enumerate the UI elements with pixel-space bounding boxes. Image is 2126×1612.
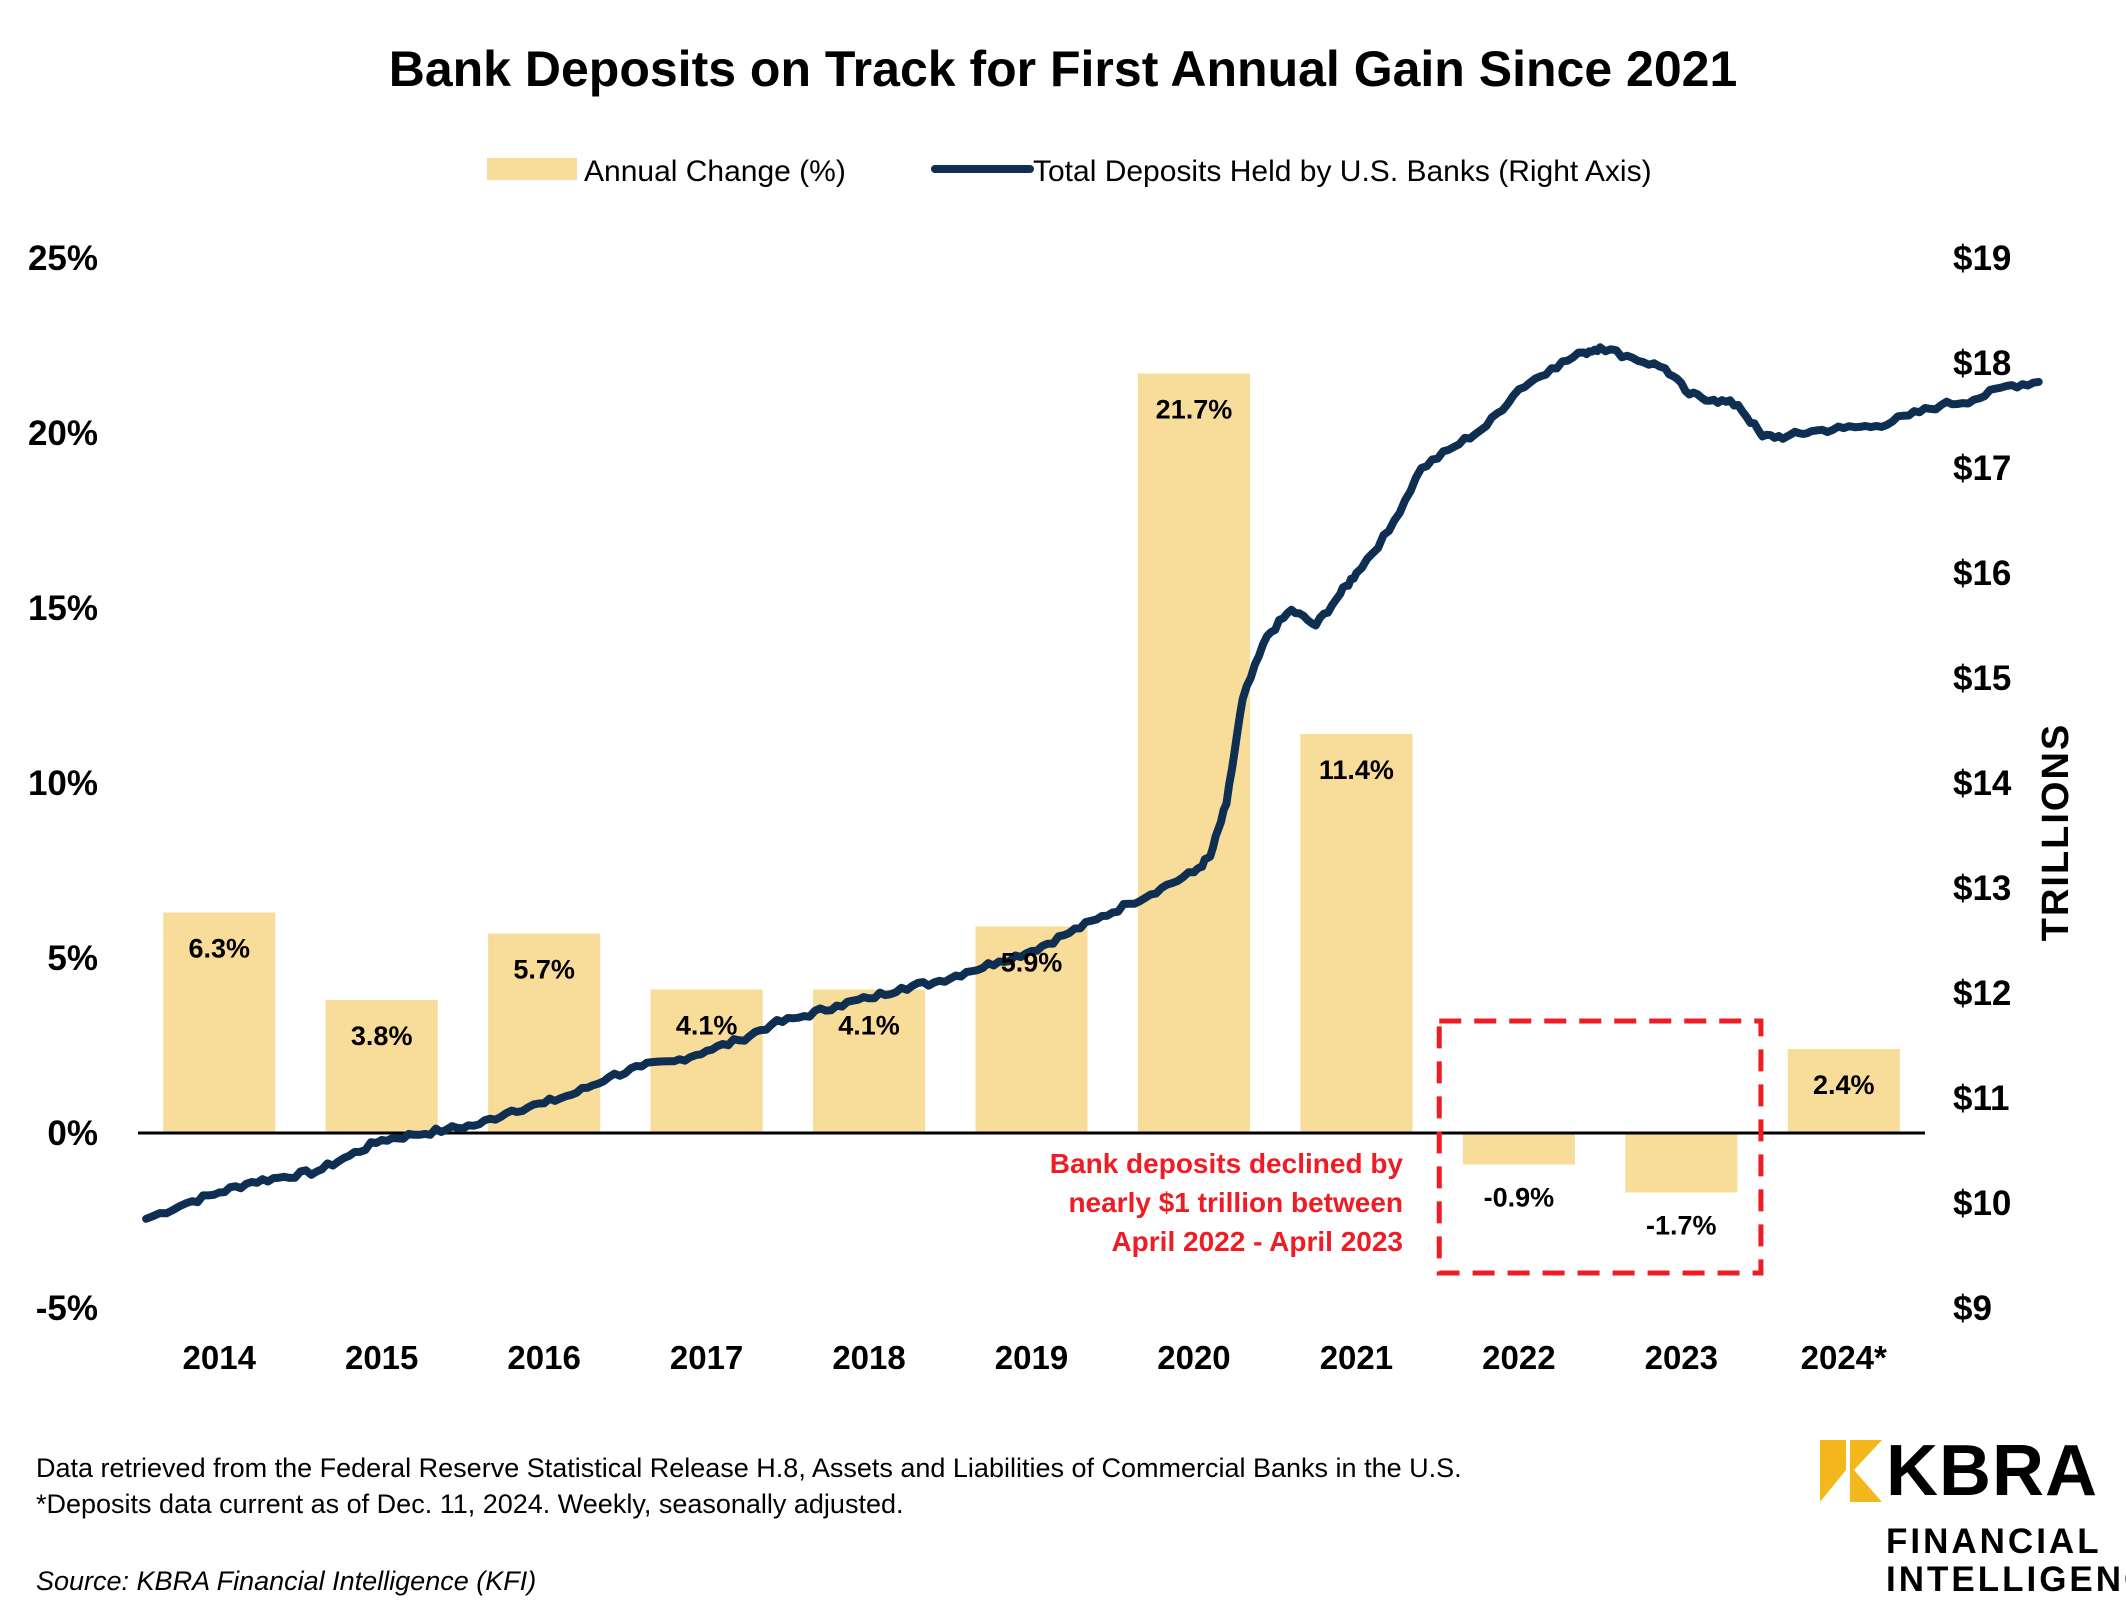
right-axis-tick: $11: [1953, 1079, 2009, 1118]
bar-value-label: 21.7%: [1156, 395, 1233, 425]
right-axis-tick: $9: [1953, 1289, 1992, 1328]
bar-value-label: -1.7%: [1646, 1211, 1717, 1241]
bar-value-label: -0.9%: [1484, 1183, 1555, 1213]
bar-2014: [163, 912, 276, 1133]
kbra-k-mark-icon: [1820, 1440, 1882, 1502]
bar-value-label: 4.1%: [838, 1011, 900, 1041]
logo-subtitle-1: FINANCIAL: [1886, 1522, 2102, 1561]
source-note: Source: KBRA Financial Intelligence (KFI…: [36, 1566, 537, 1596]
left-axis-tick: -5%: [36, 1289, 98, 1328]
category-labels: 2014 2015 2016 2017 2018 2019 2020 2021 2022 2023…: [183, 1339, 1888, 1376]
bar-value-label: 3.8%: [351, 1021, 413, 1051]
category-label: 2020: [1157, 1339, 1230, 1376]
logo-wordmark: KBRA: [1886, 1431, 2098, 1511]
right-axis-tick: $16: [1953, 554, 2011, 593]
bar-value-labels: 6.3% 3.8% 5.7% 4.1% 4.1% 5.9% 21.7% 11.4% -0.9% -…: [188, 395, 1874, 1241]
left-axis-tick: 20%: [28, 414, 98, 453]
kbra-logo: KBRA FINANCIAL INTELLIGENCE: [1820, 1431, 2126, 1605]
right-axis-tick: $19: [1953, 239, 2011, 278]
annotation-line-2: nearly $1 trillion between: [1068, 1187, 1403, 1218]
bar-value-label: 6.3%: [188, 934, 250, 964]
left-axis-tick: 0%: [47, 1114, 98, 1153]
left-axis-tick: 25%: [28, 239, 98, 278]
right-axis-tick: $17: [1953, 449, 2011, 488]
legend-line-label: Total Deposits Held by U.S. Banks (Right…: [1033, 155, 1652, 188]
deposits-line: [142, 343, 2043, 1223]
right-axis-tick: $15: [1953, 659, 2011, 698]
chart-canvas: Bank Deposits on Track for First Annual …: [28, 41, 2077, 1376]
bar-value-label: 5.7%: [513, 955, 575, 985]
legend-bar-label: Annual Change (%): [584, 155, 846, 188]
right-axis-label: TRILLIONS: [2035, 723, 2077, 942]
annotation-line-1: Bank deposits declined by: [1050, 1148, 1404, 1179]
right-axis-tick: $18: [1953, 344, 2011, 383]
category-label: 2018: [832, 1339, 905, 1376]
bar-2015: [325, 1000, 438, 1133]
category-label: 2017: [670, 1339, 743, 1376]
left-axis-ticks: -5% 0% 5% 10% 15% 20% 25%: [28, 239, 98, 1328]
footer-note-1: Data retrieved from the Federal Reserve …: [36, 1453, 1462, 1483]
category-label: 2024*: [1801, 1339, 1887, 1376]
category-label: 2015: [345, 1339, 418, 1376]
bar-2024*: [1787, 1049, 1900, 1133]
right-axis-tick: $13: [1953, 869, 2011, 908]
bar-value-label: 2.4%: [1813, 1070, 1875, 1100]
footer-note-2: *Deposits data current as of Dec. 11, 20…: [36, 1489, 904, 1519]
decline-annotation: Bank deposits declined by nearly $1 tril…: [1050, 1018, 1764, 1276]
right-axis-tick: $12: [1953, 974, 2011, 1013]
legend-bar-swatch: [487, 158, 577, 180]
left-axis-tick: 10%: [28, 764, 98, 803]
bar-2021: [1300, 734, 1413, 1133]
left-axis-tick: 15%: [28, 589, 98, 628]
bar-2023: [1625, 1133, 1738, 1193]
category-label: 2021: [1320, 1339, 1393, 1376]
bar-value-label: 4.1%: [676, 1011, 738, 1041]
left-axis-tick: 5%: [47, 939, 98, 978]
right-axis-tick: $10: [1953, 1184, 2011, 1223]
bar-value-label: 5.9%: [1001, 948, 1063, 978]
category-label: 2016: [507, 1339, 580, 1376]
category-label: 2014: [183, 1339, 257, 1376]
category-label: 2022: [1482, 1339, 1555, 1376]
highlight-box: [1436, 1018, 1764, 1276]
category-label: 2019: [995, 1339, 1068, 1376]
bar-value-label: 11.4%: [1319, 755, 1394, 785]
legend: Annual Change (%) Total Deposits Held by…: [487, 155, 1652, 188]
bar-2022: [1462, 1133, 1575, 1165]
right-axis-tick: $14: [1953, 764, 2012, 803]
category-label: 2023: [1645, 1339, 1718, 1376]
bar-series: [163, 373, 1900, 1193]
logo-subtitle-2: INTELLIGENCE: [1886, 1560, 2126, 1599]
chart-title: Bank Deposits on Track for First Annual …: [389, 41, 1738, 97]
right-axis-ticks: $9 $10 $11 $12 $13 $14 $15 $16 $17 $18 $19: [1953, 239, 2012, 1328]
annotation-line-3: April 2022 - April 2023: [1111, 1226, 1403, 1257]
